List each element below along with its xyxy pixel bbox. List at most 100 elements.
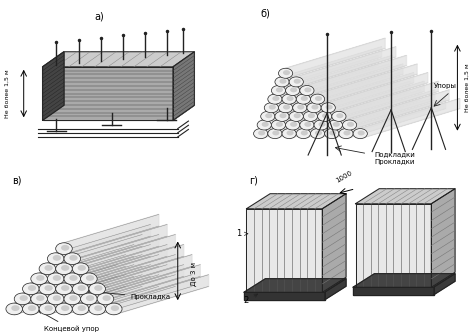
Circle shape <box>286 96 294 101</box>
Circle shape <box>39 303 56 315</box>
Circle shape <box>36 275 45 281</box>
Circle shape <box>329 131 337 136</box>
Polygon shape <box>318 99 417 139</box>
Text: Не более 1,5 м: Не более 1,5 м <box>5 69 9 118</box>
Polygon shape <box>246 209 322 292</box>
Polygon shape <box>336 90 435 130</box>
Polygon shape <box>307 90 407 130</box>
Circle shape <box>321 103 336 113</box>
Polygon shape <box>282 47 382 87</box>
Circle shape <box>258 131 265 136</box>
Polygon shape <box>314 73 413 113</box>
Circle shape <box>269 105 276 110</box>
Polygon shape <box>81 255 175 295</box>
Polygon shape <box>47 234 142 275</box>
Circle shape <box>276 122 283 127</box>
Polygon shape <box>173 52 194 120</box>
Circle shape <box>254 129 268 139</box>
Polygon shape <box>303 64 403 104</box>
Circle shape <box>45 285 53 291</box>
Polygon shape <box>346 99 446 139</box>
Circle shape <box>319 122 326 127</box>
Circle shape <box>293 79 301 84</box>
Circle shape <box>357 131 365 136</box>
Polygon shape <box>325 279 346 300</box>
Circle shape <box>315 96 322 101</box>
Circle shape <box>47 253 64 265</box>
Polygon shape <box>43 52 64 120</box>
Circle shape <box>56 303 72 315</box>
Polygon shape <box>89 265 184 305</box>
Circle shape <box>64 253 81 265</box>
Circle shape <box>283 105 290 110</box>
Polygon shape <box>321 90 421 130</box>
Circle shape <box>283 70 290 75</box>
Circle shape <box>278 68 292 78</box>
Circle shape <box>47 273 64 285</box>
Polygon shape <box>282 81 382 121</box>
Circle shape <box>347 122 354 127</box>
Circle shape <box>297 105 304 110</box>
Circle shape <box>268 94 282 104</box>
Circle shape <box>105 303 122 315</box>
Polygon shape <box>296 47 396 87</box>
Circle shape <box>72 283 89 295</box>
Polygon shape <box>360 99 460 139</box>
Polygon shape <box>353 274 455 287</box>
Circle shape <box>61 265 69 271</box>
Circle shape <box>28 305 36 311</box>
Polygon shape <box>279 90 378 130</box>
Polygon shape <box>325 81 424 121</box>
Polygon shape <box>328 73 428 113</box>
Text: Прокладка: Прокладка <box>87 290 171 300</box>
Circle shape <box>265 113 272 118</box>
Polygon shape <box>318 64 417 104</box>
Polygon shape <box>275 64 374 104</box>
Circle shape <box>332 111 346 121</box>
Circle shape <box>53 295 61 301</box>
Polygon shape <box>81 275 175 315</box>
Circle shape <box>94 285 102 291</box>
Polygon shape <box>114 275 209 315</box>
Polygon shape <box>289 64 389 104</box>
Polygon shape <box>289 99 389 139</box>
Polygon shape <box>39 244 134 285</box>
Polygon shape <box>300 73 399 113</box>
Circle shape <box>94 305 102 311</box>
Polygon shape <box>64 214 159 255</box>
Circle shape <box>19 295 28 301</box>
Polygon shape <box>244 279 346 292</box>
Circle shape <box>64 293 81 305</box>
Circle shape <box>275 77 289 87</box>
Circle shape <box>311 105 319 110</box>
Polygon shape <box>81 234 175 275</box>
Circle shape <box>89 303 105 315</box>
Circle shape <box>268 129 282 139</box>
Polygon shape <box>56 244 151 285</box>
Circle shape <box>282 129 296 139</box>
Circle shape <box>31 293 47 305</box>
Circle shape <box>326 105 333 110</box>
Polygon shape <box>353 287 434 295</box>
Circle shape <box>86 295 94 301</box>
Circle shape <box>342 120 357 130</box>
Circle shape <box>301 96 308 101</box>
Circle shape <box>314 120 328 130</box>
Circle shape <box>61 285 69 291</box>
Polygon shape <box>47 255 142 295</box>
Polygon shape <box>350 90 449 130</box>
Polygon shape <box>292 90 392 130</box>
Circle shape <box>328 120 342 130</box>
Circle shape <box>264 103 279 113</box>
Polygon shape <box>296 81 396 121</box>
Circle shape <box>78 305 86 311</box>
Circle shape <box>296 129 310 139</box>
Polygon shape <box>31 275 126 315</box>
Polygon shape <box>285 73 385 113</box>
Circle shape <box>72 303 89 315</box>
Circle shape <box>257 120 271 130</box>
Polygon shape <box>332 99 431 139</box>
Polygon shape <box>64 234 159 275</box>
Circle shape <box>47 293 64 305</box>
Circle shape <box>53 255 61 261</box>
